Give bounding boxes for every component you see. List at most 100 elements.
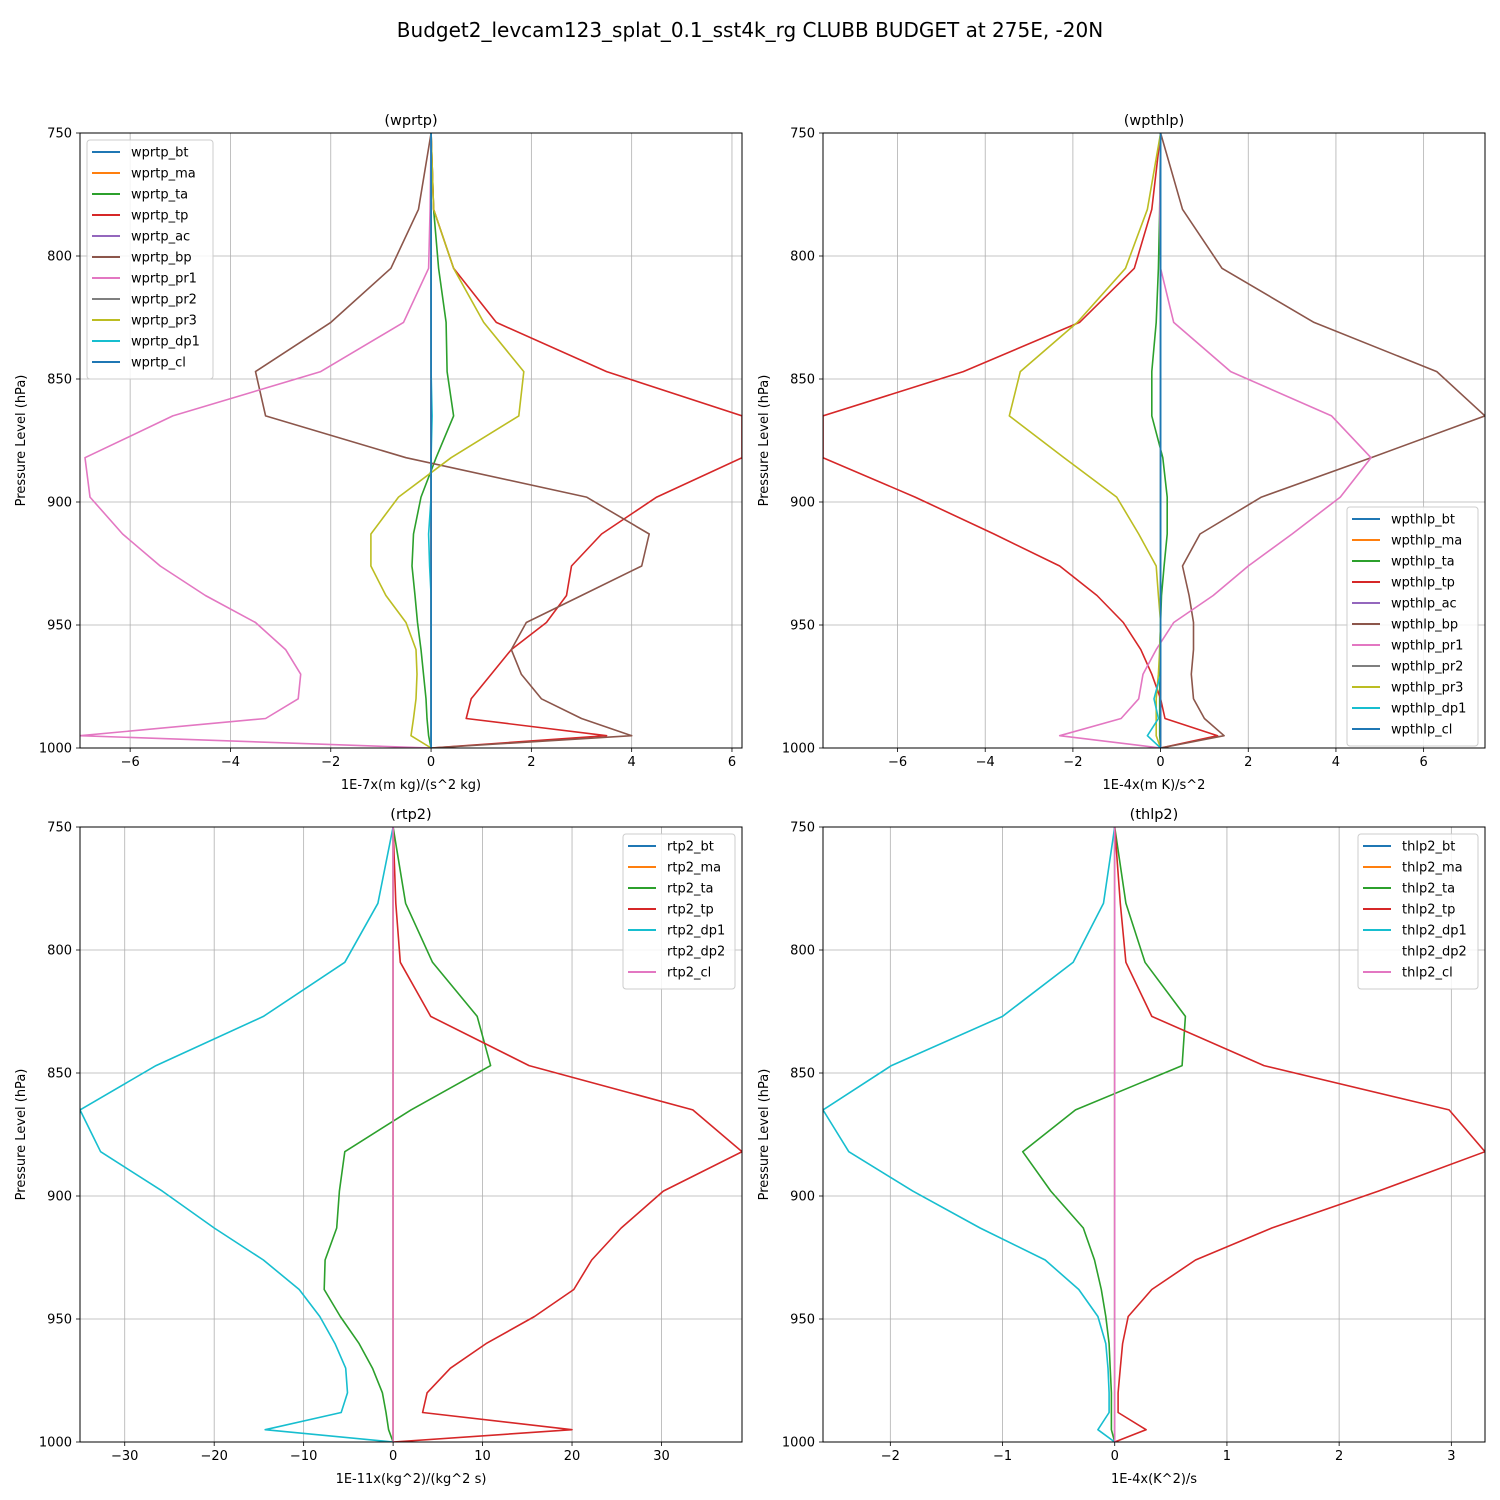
y-tick-label: 950 bbox=[790, 619, 815, 634]
legend-entry: rtp2_dp1 bbox=[667, 924, 725, 939]
y-tick-label: 1000 bbox=[39, 742, 72, 757]
series-line-wpthlp_bp bbox=[1159, 133, 1485, 748]
x-tick-label: 2 bbox=[527, 755, 535, 770]
y-tick-label: 750 bbox=[47, 127, 72, 142]
series-line-wpthlp_pr1 bbox=[1058, 133, 1372, 748]
legend-entry: wpthlp_dp1 bbox=[1391, 702, 1466, 717]
x-axis-label: 1E-11x(kg^2)/(kg^2 s) bbox=[336, 1472, 487, 1487]
x-tick-label: −4 bbox=[221, 755, 240, 770]
legend-entry: wprtp_ma bbox=[131, 167, 196, 182]
legend-entry: rtp2_tp bbox=[667, 903, 714, 918]
x-tick-label: −2 bbox=[881, 1449, 900, 1464]
x-tick-label: −30 bbox=[111, 1449, 138, 1464]
series-line-wpthlp_pr3 bbox=[1008, 133, 1162, 748]
legend-entry: wpthlp_pr2 bbox=[1391, 660, 1463, 675]
legend-entry: rtp2_ma bbox=[667, 861, 721, 876]
x-tick-label: 0 bbox=[427, 755, 435, 770]
legend-entry: rtp2_cl bbox=[667, 966, 711, 981]
legend-entry: wprtp_ta bbox=[131, 188, 188, 203]
legend-entry: wpthlp_pr1 bbox=[1391, 639, 1463, 654]
series-line-wpthlp_ta bbox=[1151, 133, 1168, 748]
legend-entry: thlp2_bt bbox=[1402, 840, 1455, 855]
panel-title: (wpthlp) bbox=[1124, 113, 1185, 129]
series-line-wprtp_tp bbox=[430, 133, 742, 748]
x-tick-label: −4 bbox=[976, 755, 995, 770]
legend-entry: thlp2_tp bbox=[1402, 903, 1455, 918]
legend-entry: wpthlp_ac bbox=[1391, 597, 1457, 612]
legend-entry: wprtp_bp bbox=[131, 251, 192, 266]
x-tick-label: 6 bbox=[1419, 755, 1427, 770]
legend-box bbox=[622, 833, 736, 990]
legend-entry: wprtp_dp1 bbox=[131, 335, 200, 350]
y-tick-label: 850 bbox=[47, 1067, 72, 1082]
legend-entry: thlp2_ma bbox=[1402, 861, 1463, 876]
x-tick-label: 0 bbox=[389, 1449, 397, 1464]
legend-entry: thlp2_ta bbox=[1402, 882, 1455, 897]
legend-entry: wpthlp_bt bbox=[1391, 513, 1455, 528]
y-tick-label: 950 bbox=[47, 619, 72, 634]
y-tick-label: 800 bbox=[47, 944, 72, 959]
y-tick-label: 1000 bbox=[782, 742, 815, 757]
panel-wpthlp: −6 −4 −2 0 2 4 6 750 800 850 900 950 1000 (wpthlp) 1E-… bbox=[757, 113, 1486, 793]
series-line-rtp2_dp1 bbox=[80, 827, 394, 1442]
series-line-rtp2_tp bbox=[392, 827, 742, 1442]
legend-entry: wpthlp_bp bbox=[1391, 618, 1458, 633]
legend-entry: wprtp_pr3 bbox=[131, 314, 197, 329]
axes-frame bbox=[822, 132, 1486, 749]
legend-entry: wprtp_pr2 bbox=[131, 293, 197, 308]
series-line-thlp2_ta bbox=[1021, 827, 1187, 1442]
x-tick-label: 30 bbox=[653, 1449, 670, 1464]
x-tick-label: −2 bbox=[321, 755, 340, 770]
panel-thlp2: −2 −1 0 1 2 3 750 800 850 900 950 1000 (thlp2) 1E-4x(… bbox=[757, 807, 1486, 1487]
series-line-rtp2_dp2 bbox=[340, 827, 422, 1442]
x-tick-label: 3 bbox=[1447, 1449, 1455, 1464]
x-tick-label: −10 bbox=[290, 1449, 317, 1464]
x-tick-label: −6 bbox=[121, 755, 140, 770]
y-tick-label: 800 bbox=[790, 944, 815, 959]
x-axis-label: 1E-7x(m kg)/(s^2 kg) bbox=[341, 778, 481, 793]
legend-entry: wpthlp_ta bbox=[1391, 555, 1455, 570]
legend-entry: wprtp_pr1 bbox=[131, 272, 197, 287]
y-tick-label: 750 bbox=[790, 821, 815, 836]
y-tick-label: 900 bbox=[47, 496, 72, 511]
x-axis-label: 1E-4x(m K)/s^2 bbox=[1103, 778, 1206, 793]
panel-title: (rtp2) bbox=[390, 807, 431, 823]
legend-entry: wpthlp_pr3 bbox=[1391, 681, 1463, 696]
legend-entry: thlp2_dp1 bbox=[1402, 924, 1467, 939]
x-tick-label: 0 bbox=[1111, 1449, 1119, 1464]
legend-entry: rtp2_bt bbox=[667, 840, 714, 855]
panel-wprtp: −6 −4 −2 0 2 4 6 750 800 850 900 950 1000 (wprtp) 1E-7… bbox=[14, 113, 743, 793]
y-tick-label: 800 bbox=[790, 250, 815, 265]
y-tick-label: 850 bbox=[790, 373, 815, 388]
x-tick-label: −6 bbox=[888, 755, 907, 770]
legend-box bbox=[1357, 833, 1479, 990]
series-line-wprtp_bp bbox=[254, 133, 651, 748]
y-tick-label: 950 bbox=[47, 1313, 72, 1328]
y-tick-label: 1000 bbox=[782, 1436, 815, 1451]
series-line-thlp2_dp2 bbox=[1099, 827, 1122, 1442]
x-tick-label: −2 bbox=[1063, 755, 1082, 770]
legend: wpthlp_bt wpthlp_ma wpthlp_ta wpthlp_tpwpth… bbox=[1346, 506, 1479, 747]
y-axis-label: Pressure Level (hPa) bbox=[757, 375, 772, 507]
legend-entry: wprtp_tp bbox=[131, 209, 188, 224]
x-axis-label: 1E-4x(K^2)/s bbox=[1111, 1472, 1197, 1487]
panel-title: (thlp2) bbox=[1130, 807, 1179, 823]
legend: thlp2_bt thlp2_ma thlp2_ta thlp2_tp thlp2_dp… bbox=[1357, 833, 1479, 990]
series-line-wprtp_ta bbox=[411, 133, 455, 748]
y-tick-label: 1000 bbox=[39, 1436, 72, 1451]
y-tick-label: 850 bbox=[47, 373, 72, 388]
legend: rtp2_bt rtp2_ma rtp2_ta rtp2_tp rtp2_dp1 rtp2… bbox=[622, 833, 736, 990]
x-tick-label: 4 bbox=[628, 755, 636, 770]
legend-entry: wprtp_ac bbox=[131, 230, 190, 245]
legend-entry: thlp2_cl bbox=[1402, 966, 1453, 981]
legend: wprtp_bt wprtp_ma wprtp_ta wprtp_tp wprtp_ac… bbox=[86, 139, 214, 380]
series-line-thlp2_dp1 bbox=[823, 827, 1116, 1442]
axes-frame bbox=[79, 826, 743, 1443]
legend-entry: wpthlp_tp bbox=[1391, 576, 1455, 591]
x-tick-label: 6 bbox=[728, 755, 736, 770]
series-line-thlp2_tp bbox=[1113, 827, 1485, 1442]
legend-entry: wpthlp_cl bbox=[1391, 723, 1452, 738]
y-tick-label: 750 bbox=[47, 821, 72, 836]
y-tick-label: 900 bbox=[790, 496, 815, 511]
x-tick-label: 0 bbox=[1156, 755, 1164, 770]
